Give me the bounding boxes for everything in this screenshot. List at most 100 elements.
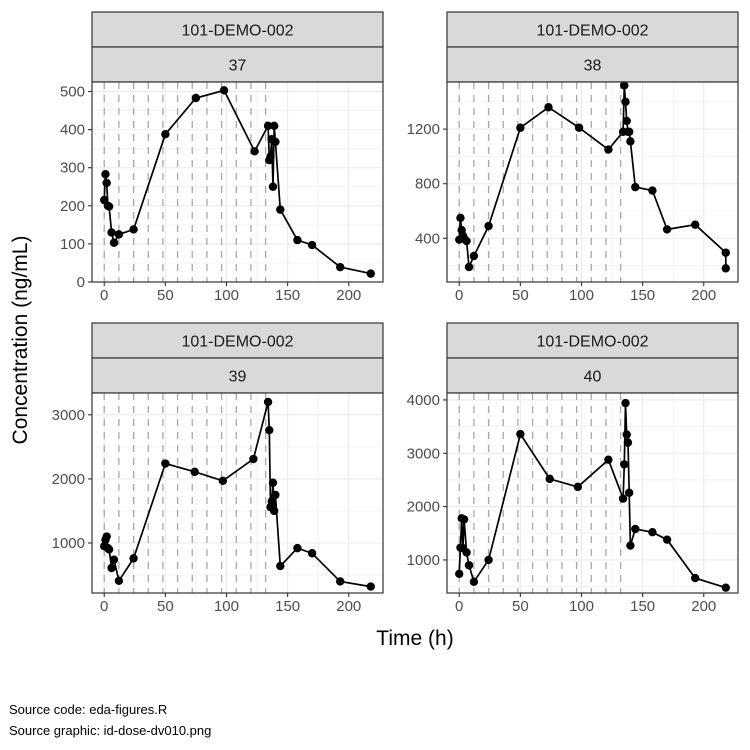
data-point [623,438,633,447]
y-tick-label: 400 [60,122,85,139]
y-tick-label: 1200 [407,121,440,138]
data-point [573,482,583,492]
data-point [267,497,276,506]
panel-border [91,81,384,283]
data-point [484,221,493,231]
y-tick-label: 1000 [52,535,85,552]
y-tick-label: 4000 [407,392,440,409]
data-point [307,549,317,558]
x-tick-label: 100 [214,598,239,615]
source-graphic-caption: Source graphic: id-dose-dv010.png [9,723,212,738]
data-point [631,524,640,534]
data-point [218,476,228,486]
x-tick-label: 0 [100,598,108,615]
data-point [624,127,634,137]
y-tick-label: 300 [60,160,85,177]
data-point [721,583,730,592]
panel-38: 101-DEMO-002 38 0 50 100 150 200 400 800 1200 [407,11,739,304]
data-point [469,251,479,261]
data-point [618,494,628,503]
data-point [721,264,730,273]
data-point [114,576,124,586]
data-point [622,116,631,126]
data-point [161,459,170,468]
x-tick-label: 200 [336,287,361,304]
data-point [271,490,280,500]
data-point [268,478,278,487]
data-point [107,563,116,573]
y-tick-label: 3000 [52,407,85,424]
data-point [190,467,199,477]
data-point [191,93,201,103]
data-point [574,123,584,132]
data-point [484,555,493,565]
data-point [336,577,345,586]
y-tick-label: 200 [60,198,85,215]
data-point [161,129,170,139]
strip-top-box [91,11,384,48]
y-tick-label: 1000 [407,552,440,569]
panel-40: 101-DEMO-002 40 0 50 100 150 200 1000 2000 3000 40… [407,322,739,615]
x-tick-label: 0 [455,287,463,304]
panel-border [446,81,739,283]
strip-bottom-box [91,46,384,83]
data-point [269,121,279,131]
data-point [107,228,116,237]
data-point [626,137,635,146]
data-point [307,240,317,250]
x-tick-label: 50 [512,598,529,615]
strip-bottom-label: 38 [584,58,602,75]
x-tick-label: 150 [630,287,655,304]
data-point [129,225,138,234]
plot-background [447,82,738,282]
data-point [101,169,110,179]
x-tick-label: 150 [275,598,300,615]
data-point [263,397,273,407]
y-tick-label: 2000 [407,499,440,516]
y-tick-label: 100 [60,236,85,253]
data-point [249,454,258,464]
data-point [268,182,278,191]
data-point [662,225,672,234]
data-point [544,103,553,112]
data-point [263,121,273,131]
data-point [109,238,119,247]
data-point [265,425,274,435]
data-point [293,543,302,553]
data-point [366,582,375,591]
plot-background [92,393,383,593]
strip-top-label: 101-DEMO-002 [536,23,648,40]
x-tick-label: 100 [214,287,239,304]
data-point [464,262,474,272]
x-tick-label: 50 [157,598,174,615]
data-point [604,455,613,464]
data-point [469,577,479,586]
data-point [219,86,229,95]
data-point [456,213,465,223]
y-tick-label: 500 [60,84,85,101]
data-point [455,569,464,578]
data-point [104,202,114,211]
data-point [620,81,629,90]
panel-border [91,392,384,594]
x-axis-title: Time (h) [376,627,453,650]
data-point [276,561,285,571]
data-point [276,205,285,214]
strip-bottom-box [446,46,739,83]
x-tick-label: 150 [630,598,655,615]
data-point [516,429,525,439]
data-point [266,152,275,161]
data-point [114,230,124,239]
data-point [102,178,111,188]
data-point [648,528,657,537]
strip-top-label: 101-DEMO-002 [181,334,293,351]
y-tick-label: 2000 [52,471,85,488]
data-point [721,248,730,257]
data-point [604,145,613,154]
data-point [464,561,474,570]
x-tick-label: 0 [455,598,463,615]
x-tick-label: 200 [691,598,716,615]
x-tick-label: 100 [569,287,594,304]
